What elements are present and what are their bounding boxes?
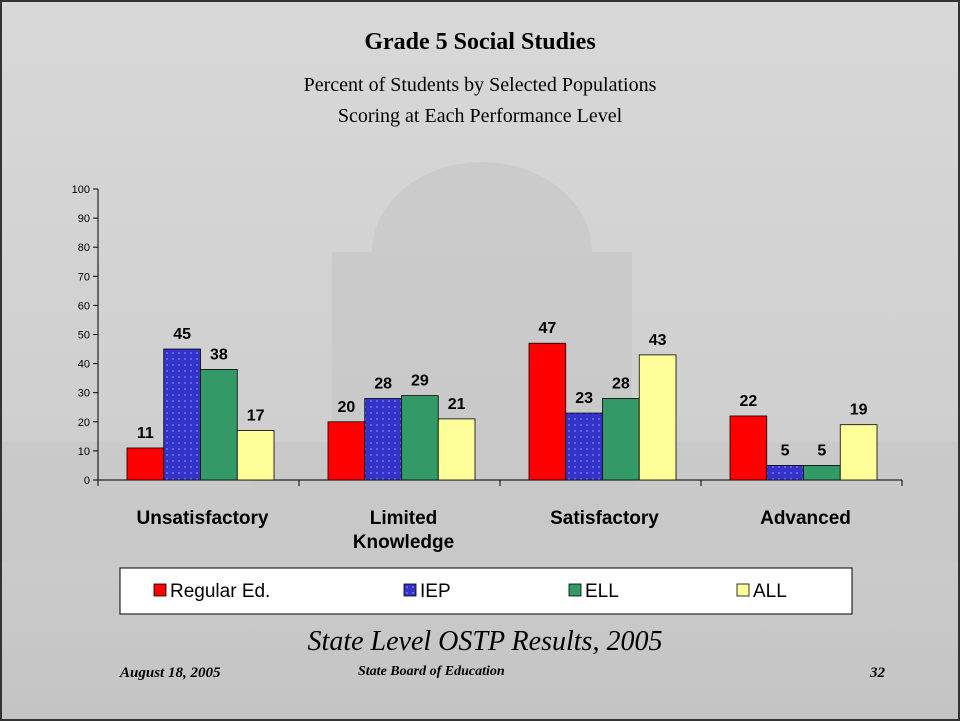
data-label: 43 — [649, 332, 667, 349]
data-label: 22 — [739, 393, 757, 410]
bar — [328, 422, 365, 480]
x-tick-label: Unsatisfactory — [123, 507, 283, 531]
footer-organization: State Board of Education — [358, 664, 505, 679]
bar — [438, 419, 475, 480]
data-label: 5 — [817, 442, 826, 459]
x-tick-label: Satisfactory — [525, 507, 685, 531]
slide: Grade 5 Social Studies Percent of Studen… — [0, 0, 960, 721]
legend-label: IEP — [420, 581, 451, 602]
chart-title: Grade 5 Social Studies — [364, 29, 595, 55]
chart: Grade 5 Social Studies Percent of Studen… — [2, 2, 958, 719]
bar — [164, 349, 201, 480]
bar — [767, 465, 804, 480]
bar — [840, 425, 877, 480]
data-label: 19 — [850, 402, 868, 419]
bar — [402, 396, 439, 480]
bar — [639, 355, 676, 480]
bar — [529, 343, 566, 480]
bar — [730, 416, 767, 480]
data-label: 20 — [337, 399, 355, 416]
y-tick-label: 0 — [84, 475, 90, 487]
y-tick-label: 90 — [78, 213, 90, 225]
data-label: 28 — [374, 376, 392, 393]
bar — [603, 399, 640, 480]
data-label: 11 — [137, 425, 154, 442]
background-building — [2, 162, 958, 562]
bar — [365, 399, 402, 480]
legend-label: Regular Ed. — [170, 581, 270, 602]
data-label: 28 — [612, 376, 630, 393]
legend-label: ELL — [585, 581, 619, 602]
legend-swatch — [569, 584, 581, 596]
footer-headline: State Level OSTP Results, 2005 — [308, 626, 663, 657]
legend-swatch — [737, 584, 749, 596]
data-label: 21 — [448, 396, 466, 413]
y-tick-label: 40 — [78, 359, 90, 371]
data-label: 17 — [247, 408, 265, 425]
bar — [127, 448, 164, 480]
legend-label: ALL — [753, 581, 787, 602]
data-label: 23 — [575, 390, 593, 407]
bar — [237, 431, 274, 480]
bar — [566, 413, 603, 480]
data-label: 45 — [173, 326, 191, 343]
y-tick-label: 80 — [78, 242, 90, 254]
legend-swatch — [154, 584, 166, 596]
y-tick-label: 50 — [78, 330, 90, 342]
y-tick-label: 30 — [78, 388, 90, 400]
bar — [804, 465, 841, 480]
x-tick-label: Limited Knowledge — [324, 507, 484, 555]
legend-swatch — [404, 584, 416, 596]
y-tick-label: 10 — [78, 446, 90, 458]
y-tick-label: 20 — [78, 417, 90, 429]
data-label: 38 — [210, 346, 228, 363]
data-label: 29 — [411, 373, 429, 390]
footer-date: August 18, 2005 — [119, 665, 221, 681]
footer-page: 32 — [869, 665, 886, 681]
chart-subtitle: Scoring at Each Performance Level — [338, 105, 623, 127]
data-label: 5 — [781, 442, 790, 459]
y-tick-label: 60 — [78, 300, 90, 312]
chart-subtitle: Percent of Students by Selected Populati… — [304, 74, 657, 96]
x-tick-label: Advanced — [726, 507, 886, 531]
data-label: 47 — [538, 320, 556, 337]
y-tick-label: 70 — [78, 271, 90, 283]
bar — [201, 369, 238, 480]
y-tick-label: 100 — [72, 184, 90, 196]
